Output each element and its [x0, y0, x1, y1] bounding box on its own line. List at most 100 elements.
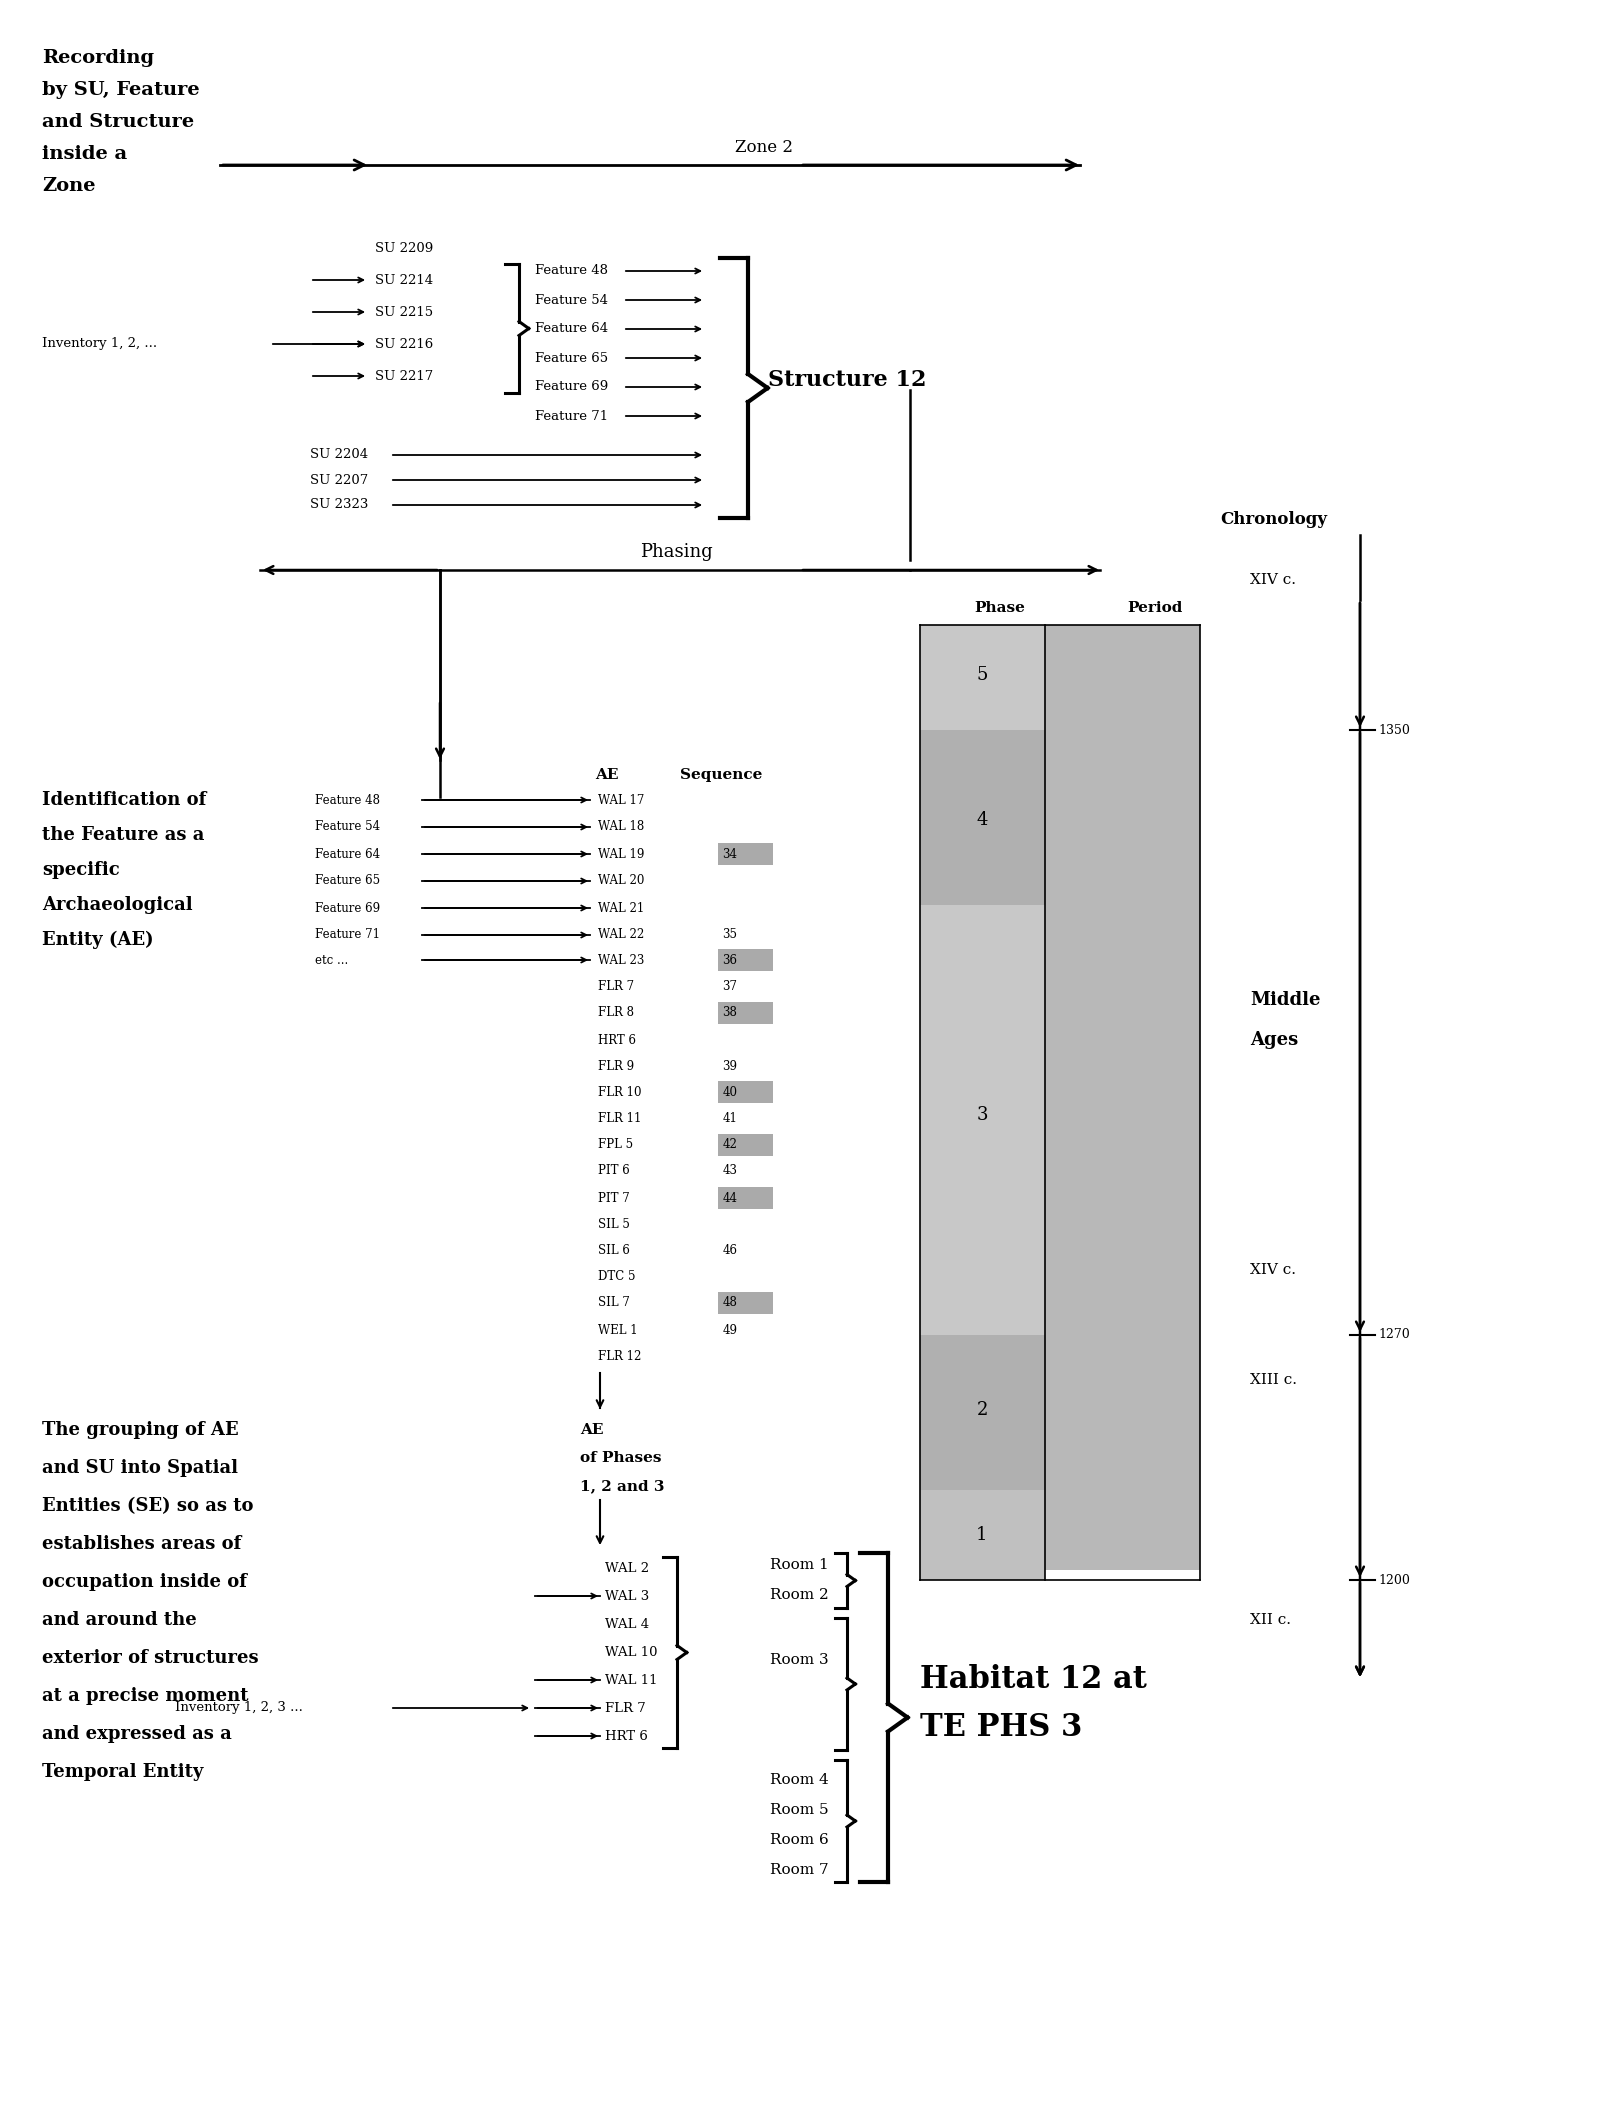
Text: 43: 43: [723, 1165, 737, 1178]
Text: 49: 49: [723, 1324, 737, 1337]
Text: Feature 65: Feature 65: [535, 352, 609, 364]
Bar: [920, 625, 1045, 731]
Text: Feature 71: Feature 71: [535, 409, 609, 422]
Text: Room 1: Room 1: [771, 1557, 828, 1572]
Text: WAL 3: WAL 3: [606, 1589, 649, 1602]
Text: FLR 7: FLR 7: [606, 1702, 646, 1714]
Text: Room 4: Room 4: [771, 1774, 828, 1786]
Text: 40: 40: [723, 1085, 737, 1098]
Text: SU 2209: SU 2209: [375, 242, 433, 254]
Text: 48: 48: [723, 1297, 737, 1310]
Text: 37: 37: [723, 981, 737, 994]
Text: WAL 18: WAL 18: [598, 820, 644, 833]
Text: FLR 8: FLR 8: [598, 1007, 634, 1019]
Text: HRT 6: HRT 6: [606, 1729, 647, 1742]
Text: SIL 7: SIL 7: [598, 1297, 630, 1310]
Text: Feature 64: Feature 64: [316, 848, 380, 860]
Text: specific: specific: [42, 860, 120, 879]
Bar: [718, 1002, 774, 1023]
Text: Feature 48: Feature 48: [535, 265, 609, 278]
Text: Phase: Phase: [974, 602, 1025, 615]
Text: Structure 12: Structure 12: [767, 369, 926, 392]
Bar: [920, 905, 1045, 1335]
Text: WAL 17: WAL 17: [598, 793, 644, 807]
Text: 1200: 1200: [1378, 1574, 1410, 1587]
Text: Inventory 1, 2, 3 ...: Inventory 1, 2, 3 ...: [175, 1702, 303, 1714]
Text: 42: 42: [723, 1138, 737, 1151]
Bar: [718, 1293, 774, 1314]
Text: Room 5: Room 5: [771, 1803, 828, 1816]
Text: SU 2217: SU 2217: [375, 369, 433, 384]
Text: Feature 71: Feature 71: [316, 928, 380, 941]
Text: SU 2323: SU 2323: [311, 498, 368, 511]
Text: FLR 9: FLR 9: [598, 1060, 634, 1072]
Text: at a precise moment: at a precise moment: [42, 1687, 248, 1706]
Text: 38: 38: [723, 1007, 737, 1019]
Text: etc ...: etc ...: [316, 954, 348, 966]
Text: 46: 46: [723, 1244, 737, 1257]
Text: establishes areas of: establishes areas of: [42, 1534, 242, 1553]
Text: Inventory 1, 2, ...: Inventory 1, 2, ...: [42, 337, 157, 350]
Text: 40: 40: [723, 1085, 737, 1098]
Text: Phasing: Phasing: [641, 542, 713, 562]
Text: SU 2204: SU 2204: [311, 449, 368, 462]
Text: 1350: 1350: [1378, 723, 1410, 737]
Text: Identification of: Identification of: [42, 790, 207, 809]
Bar: [920, 1335, 1045, 1490]
Text: Feature 54: Feature 54: [316, 820, 380, 833]
Text: FLR 10: FLR 10: [598, 1085, 641, 1098]
Text: TE PHS 3: TE PHS 3: [920, 1712, 1083, 1744]
Text: Feature 54: Feature 54: [535, 295, 609, 307]
Text: 48: 48: [723, 1297, 737, 1310]
Bar: [718, 1134, 774, 1157]
Text: and Structure: and Structure: [42, 112, 194, 131]
Text: occupation inside of: occupation inside of: [42, 1572, 247, 1591]
Text: Zone 2: Zone 2: [735, 140, 793, 157]
Text: Entities (SE) so as to: Entities (SE) so as to: [42, 1496, 253, 1515]
Text: Habitat 12 at: Habitat 12 at: [920, 1666, 1147, 1695]
Bar: [920, 1490, 1045, 1581]
Text: 35: 35: [723, 928, 737, 941]
Text: exterior of structures: exterior of structures: [42, 1649, 258, 1668]
Text: Temporal Entity: Temporal Entity: [42, 1763, 203, 1780]
Text: Room 6: Room 6: [771, 1833, 828, 1848]
Text: WAL 19: WAL 19: [598, 848, 644, 860]
Text: SU 2214: SU 2214: [375, 273, 433, 286]
Text: and expressed as a: and expressed as a: [42, 1725, 232, 1744]
Text: PIT 7: PIT 7: [598, 1191, 630, 1204]
Text: 1270: 1270: [1378, 1329, 1410, 1341]
Bar: [718, 949, 774, 971]
Text: The grouping of AE: The grouping of AE: [42, 1422, 239, 1439]
Text: inside a: inside a: [42, 144, 127, 163]
Text: WAL 2: WAL 2: [606, 1562, 649, 1574]
Text: 44: 44: [723, 1191, 737, 1204]
Text: WAL 10: WAL 10: [606, 1646, 657, 1659]
Text: 2: 2: [976, 1401, 988, 1420]
Text: WAL 22: WAL 22: [598, 928, 644, 941]
Text: XIII c.: XIII c.: [1250, 1373, 1298, 1388]
Bar: [1045, 625, 1200, 1570]
Text: DTC 5: DTC 5: [598, 1271, 636, 1284]
Bar: [718, 843, 774, 865]
Text: 34: 34: [723, 848, 737, 860]
Text: SIL 5: SIL 5: [598, 1218, 630, 1231]
Text: Zone: Zone: [42, 178, 96, 195]
Text: and around the: and around the: [42, 1610, 197, 1630]
Text: Ages: Ages: [1250, 1032, 1298, 1049]
Text: XIV c.: XIV c.: [1250, 1263, 1296, 1278]
Text: Room 2: Room 2: [771, 1587, 828, 1602]
Text: AE: AE: [580, 1424, 604, 1437]
Text: PIT 6: PIT 6: [598, 1165, 630, 1178]
Bar: [920, 731, 1045, 905]
Text: Feature 69: Feature 69: [316, 901, 380, 915]
Text: SU 2215: SU 2215: [375, 305, 433, 318]
Text: 36: 36: [723, 954, 737, 966]
Text: 38: 38: [723, 1007, 737, 1019]
Text: AE: AE: [594, 767, 618, 782]
Text: 4: 4: [976, 812, 988, 829]
Text: WAL 23: WAL 23: [598, 954, 644, 966]
Text: by SU, Feature: by SU, Feature: [42, 81, 200, 100]
Text: Chronology: Chronology: [1221, 511, 1326, 528]
Text: Feature 48: Feature 48: [316, 793, 380, 807]
Text: 34: 34: [723, 848, 737, 860]
